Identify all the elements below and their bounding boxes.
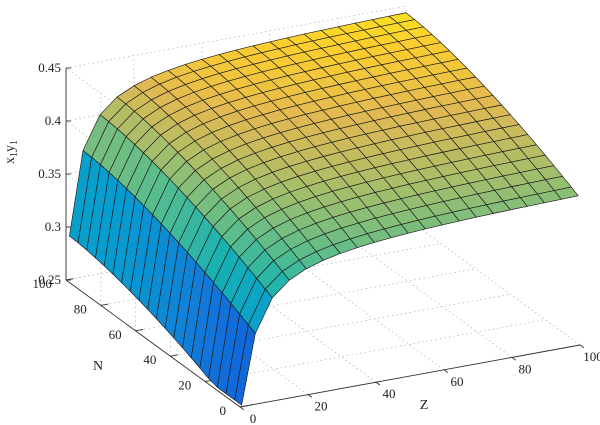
x-axis-line xyxy=(239,344,581,408)
grid-line-backwall-level xyxy=(65,5,407,69)
grid-line-floor-n xyxy=(170,293,511,357)
surface-patch xyxy=(234,324,256,406)
x-tick-mark xyxy=(307,394,313,398)
x-tick-label: 60 xyxy=(451,374,464,389)
surface-mesh xyxy=(69,12,579,406)
y-axis-label: N xyxy=(93,359,103,374)
chart-axes xyxy=(65,67,585,411)
z-axis-label-main: x xyxy=(3,157,18,164)
z-tick-label: 0.25 xyxy=(38,272,61,287)
grid-line-floor-n xyxy=(205,319,546,382)
x-tick-mark xyxy=(375,381,381,386)
z-tick-label: 0.45 xyxy=(38,60,61,75)
y-axis-line xyxy=(65,279,241,408)
y-tick-mark xyxy=(100,303,109,306)
y-tick-mark xyxy=(135,328,144,332)
y-tick-label: 40 xyxy=(143,352,156,367)
x-tick-label: 20 xyxy=(315,399,328,414)
z-tick-label: 0.3 xyxy=(45,219,61,234)
z-tick-label: 0.35 xyxy=(38,166,61,181)
y-tick-mark xyxy=(239,405,248,408)
y-tick-label: 20 xyxy=(178,378,191,393)
y-tick-label: 0 xyxy=(220,403,227,418)
x-axis-label: Z xyxy=(420,398,429,413)
z-axis-label-sub2: 1 xyxy=(9,140,20,145)
z-axis-label-mid: y xyxy=(3,145,18,152)
z-axis-label-sub1: 1 xyxy=(9,152,20,157)
grid-line-floor-n xyxy=(135,268,476,332)
x-tick-label: 80 xyxy=(519,361,532,376)
tick-labels: 0204060801000204060801000.250.30.350.40.… xyxy=(33,60,600,425)
y-tick-label: 80 xyxy=(74,301,87,316)
grid-line-floor-n xyxy=(100,243,441,306)
x-tick-label: 40 xyxy=(383,386,396,401)
x-tick-mark xyxy=(579,344,585,349)
x-tick-label: 0 xyxy=(250,411,257,425)
z-axis-label: x1y1 xyxy=(3,140,20,164)
z-tick-label: 0.4 xyxy=(45,113,62,128)
x-tick-mark xyxy=(443,369,449,373)
y-tick-label: 60 xyxy=(109,327,122,342)
y-tick-label: 100 xyxy=(33,276,53,291)
y-tick-mark xyxy=(170,354,178,357)
x-tick-mark xyxy=(239,406,245,411)
x-tick-mark xyxy=(511,357,517,361)
grid-line-floor-z xyxy=(337,230,513,358)
x-tick-label: 100 xyxy=(583,349,600,364)
grid-line-floor-z xyxy=(405,217,581,346)
